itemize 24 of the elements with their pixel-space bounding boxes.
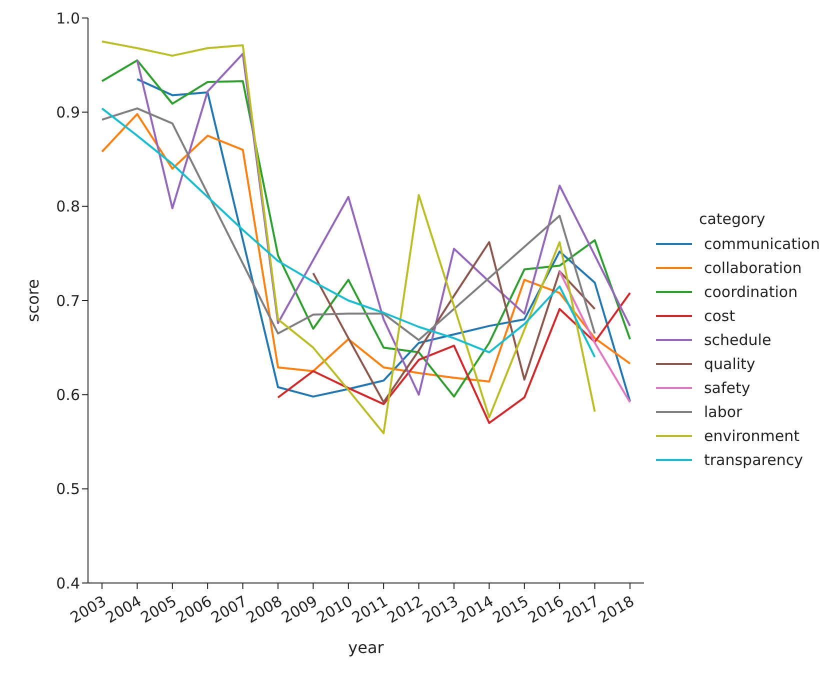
legend-label: communication [704, 234, 820, 252]
y-tick-label: 0.7 [56, 292, 80, 310]
legend-label: collaboration [704, 258, 802, 276]
legend-label: environment [704, 426, 800, 444]
y-tick-label: 0.4 [56, 574, 80, 592]
legend-label: cost [704, 306, 736, 324]
legend-label: quality [704, 354, 756, 372]
y-tick-label: 0.5 [56, 480, 80, 498]
legend-label: transparency [704, 450, 803, 468]
line-series [312, 241, 596, 404]
line-series [276, 292, 631, 424]
y-tick-label: 0.9 [56, 103, 80, 122]
legend-label: labor [704, 402, 742, 420]
y-axis-title: score [24, 279, 43, 322]
legend-label: coordination [704, 282, 798, 300]
legend-label: safety [704, 378, 750, 396]
line-series [101, 113, 631, 382]
x-axis-title: year [348, 638, 384, 657]
legend-label: schedule [704, 330, 772, 348]
y-tick-label: 1.0 [56, 9, 80, 28]
line-series [101, 40, 596, 434]
y-tick-label: 0.6 [56, 386, 80, 404]
y-tick-label: 0.8 [56, 198, 80, 216]
legend-title: category [698, 210, 766, 228]
